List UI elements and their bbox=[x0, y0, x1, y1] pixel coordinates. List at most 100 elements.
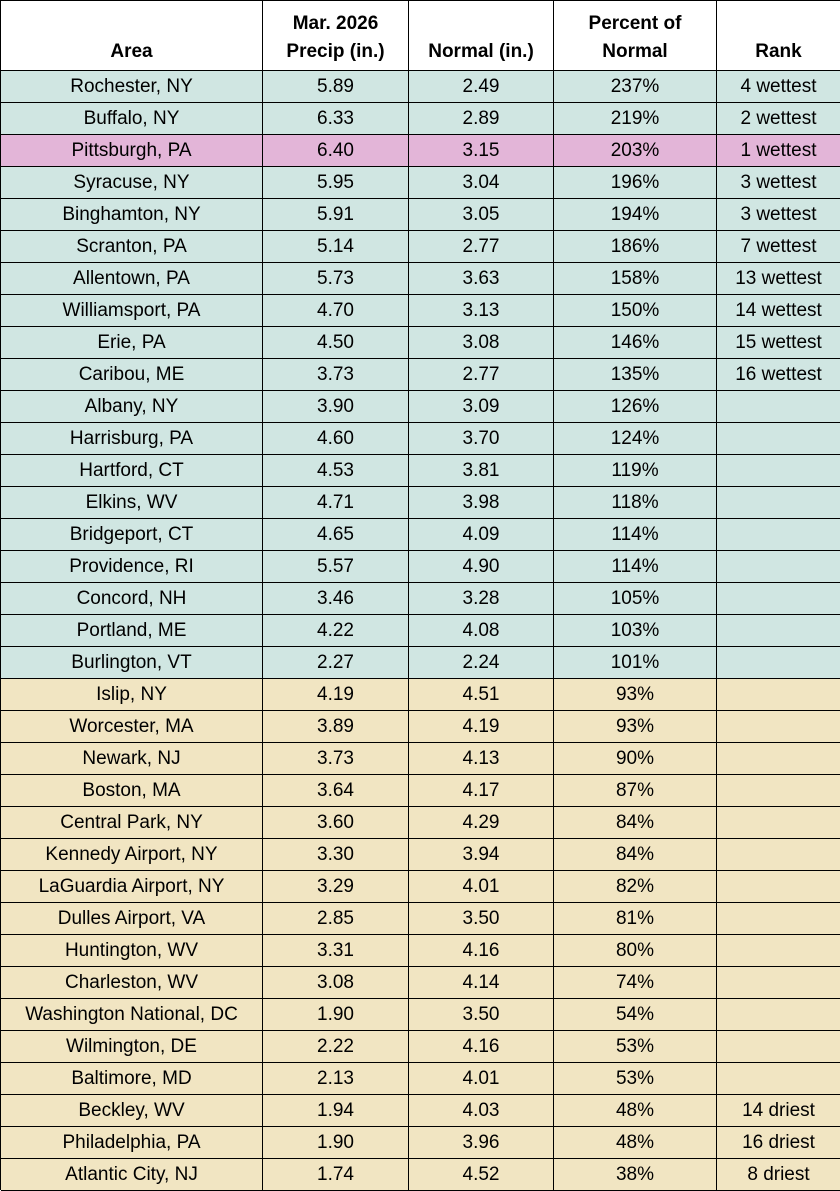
value-cell: 16 driest bbox=[717, 1127, 840, 1159]
value-cell bbox=[717, 583, 840, 615]
value-cell: 219% bbox=[554, 103, 717, 135]
value-cell: 186% bbox=[554, 231, 717, 263]
area-cell: Concord, NH bbox=[1, 583, 263, 615]
area-cell: Harrisburg, PA bbox=[1, 423, 263, 455]
value-cell: 3.60 bbox=[263, 807, 409, 839]
value-cell bbox=[717, 391, 840, 423]
value-cell: 14 wettest bbox=[717, 295, 840, 327]
value-cell: 4.65 bbox=[263, 519, 409, 551]
value-cell: 2.85 bbox=[263, 903, 409, 935]
value-cell: 3.50 bbox=[409, 999, 554, 1031]
value-cell: 4.60 bbox=[263, 423, 409, 455]
area-cell: Kennedy Airport, NY bbox=[1, 839, 263, 871]
area-cell: Williamsport, PA bbox=[1, 295, 263, 327]
value-cell: 3.15 bbox=[409, 135, 554, 167]
value-cell: 4.08 bbox=[409, 615, 554, 647]
value-cell: 2.77 bbox=[409, 231, 554, 263]
value-cell bbox=[717, 903, 840, 935]
value-cell: 4.14 bbox=[409, 967, 554, 999]
value-cell: 101% bbox=[554, 647, 717, 679]
value-cell: 6.40 bbox=[263, 135, 409, 167]
value-cell: 5.73 bbox=[263, 263, 409, 295]
value-cell bbox=[717, 999, 840, 1031]
header-cell: Rank bbox=[717, 1, 840, 71]
value-cell: 114% bbox=[554, 519, 717, 551]
value-cell: 1.90 bbox=[263, 1127, 409, 1159]
value-cell: 53% bbox=[554, 1031, 717, 1063]
value-cell: 5.89 bbox=[263, 71, 409, 103]
area-cell: Atlantic City, NJ bbox=[1, 1159, 263, 1191]
value-cell bbox=[717, 1063, 840, 1095]
value-cell: 3.73 bbox=[263, 743, 409, 775]
value-cell: 3.73 bbox=[263, 359, 409, 391]
value-cell: 4.29 bbox=[409, 807, 554, 839]
value-cell: 5.91 bbox=[263, 199, 409, 231]
value-cell: 3.70 bbox=[409, 423, 554, 455]
value-cell: 4.01 bbox=[409, 871, 554, 903]
area-cell: Worcester, MA bbox=[1, 711, 263, 743]
value-cell: 3.81 bbox=[409, 455, 554, 487]
value-cell: 5.14 bbox=[263, 231, 409, 263]
area-cell: Wilmington, DE bbox=[1, 1031, 263, 1063]
value-cell bbox=[717, 551, 840, 583]
value-cell: 158% bbox=[554, 263, 717, 295]
value-cell: 1.90 bbox=[263, 999, 409, 1031]
area-cell: Scranton, PA bbox=[1, 231, 263, 263]
header-cell: Mar. 2026 Precip (in.) bbox=[263, 1, 409, 71]
value-cell: 93% bbox=[554, 711, 717, 743]
value-cell: 2.22 bbox=[263, 1031, 409, 1063]
value-cell: 3.05 bbox=[409, 199, 554, 231]
value-cell: 3.96 bbox=[409, 1127, 554, 1159]
value-cell bbox=[717, 967, 840, 999]
area-cell: Bridgeport, CT bbox=[1, 519, 263, 551]
value-cell: 3.04 bbox=[409, 167, 554, 199]
value-cell: 3.08 bbox=[263, 967, 409, 999]
value-cell: 3.08 bbox=[409, 327, 554, 359]
value-cell: 38% bbox=[554, 1159, 717, 1191]
value-cell bbox=[717, 839, 840, 871]
value-cell: 4.70 bbox=[263, 295, 409, 327]
value-cell: 1.94 bbox=[263, 1095, 409, 1127]
area-cell: Binghamton, NY bbox=[1, 199, 263, 231]
value-cell: 126% bbox=[554, 391, 717, 423]
value-cell: 124% bbox=[554, 423, 717, 455]
header-cell: Normal (in.) bbox=[409, 1, 554, 71]
value-cell bbox=[717, 455, 840, 487]
area-cell: Dulles Airport, VA bbox=[1, 903, 263, 935]
value-cell: 2.13 bbox=[263, 1063, 409, 1095]
value-cell: 3 wettest bbox=[717, 167, 840, 199]
area-cell: Elkins, WV bbox=[1, 487, 263, 519]
area-cell: Newark, NJ bbox=[1, 743, 263, 775]
value-cell: 48% bbox=[554, 1095, 717, 1127]
value-cell: 4.52 bbox=[409, 1159, 554, 1191]
value-cell: 146% bbox=[554, 327, 717, 359]
value-cell: 237% bbox=[554, 71, 717, 103]
value-cell bbox=[717, 615, 840, 647]
value-cell: 3.89 bbox=[263, 711, 409, 743]
value-cell: 119% bbox=[554, 455, 717, 487]
value-cell: 7 wettest bbox=[717, 231, 840, 263]
value-cell: 4.16 bbox=[409, 935, 554, 967]
area-cell: Washington National, DC bbox=[1, 999, 263, 1031]
value-cell: 4.13 bbox=[409, 743, 554, 775]
value-cell: 84% bbox=[554, 807, 717, 839]
value-cell: 3.28 bbox=[409, 583, 554, 615]
value-cell bbox=[717, 487, 840, 519]
area-cell: Philadelphia, PA bbox=[1, 1127, 263, 1159]
value-cell bbox=[717, 679, 840, 711]
value-cell: 8 driest bbox=[717, 1159, 840, 1191]
value-cell: 87% bbox=[554, 775, 717, 807]
value-cell: 2.89 bbox=[409, 103, 554, 135]
value-cell bbox=[717, 935, 840, 967]
value-cell: 2.27 bbox=[263, 647, 409, 679]
value-cell: 81% bbox=[554, 903, 717, 935]
area-cell: Syracuse, NY bbox=[1, 167, 263, 199]
value-cell: 5.95 bbox=[263, 167, 409, 199]
value-cell bbox=[717, 647, 840, 679]
value-cell: 3.94 bbox=[409, 839, 554, 871]
value-cell: 3.13 bbox=[409, 295, 554, 327]
value-cell: 6.33 bbox=[263, 103, 409, 135]
value-cell: 1 wettest bbox=[717, 135, 840, 167]
value-cell: 3.90 bbox=[263, 391, 409, 423]
